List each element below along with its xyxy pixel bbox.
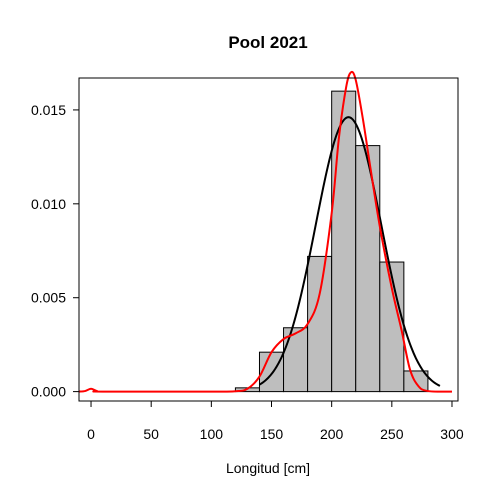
x-tick-label-2: 100 bbox=[200, 426, 224, 442]
x-tick-label-1: 50 bbox=[143, 426, 159, 442]
histogram-bar-5 bbox=[355, 145, 381, 393]
histogram-bar-3 bbox=[307, 255, 333, 393]
x-axis-label: Longitud [cm] bbox=[226, 460, 310, 476]
y-tick-label-0: 0.000 bbox=[31, 384, 66, 400]
histogram-bars bbox=[234, 90, 429, 393]
density-curves bbox=[78, 70, 453, 393]
y-tick-label-1: 0.005 bbox=[31, 290, 66, 306]
histogram-bar-2 bbox=[283, 327, 309, 393]
x-axis: 0 50 100 150 200 250 300 bbox=[87, 401, 464, 442]
y-axis: 0.000 0.005 0.010 0.015 bbox=[31, 102, 79, 400]
x-tick-label-4: 200 bbox=[320, 426, 344, 442]
x-tick-label-5: 250 bbox=[380, 426, 404, 442]
chart-title: Pool 2021 bbox=[228, 33, 307, 52]
plot-frame bbox=[78, 77, 459, 402]
density-curve bbox=[78, 70, 453, 393]
x-tick-label-6: 300 bbox=[440, 426, 464, 442]
x-tick-label-3: 150 bbox=[260, 426, 284, 442]
y-tick-label-2: 0.010 bbox=[31, 196, 66, 212]
x-tick-label-0: 0 bbox=[87, 426, 95, 442]
y-tick-label-3: 0.015 bbox=[31, 102, 66, 118]
